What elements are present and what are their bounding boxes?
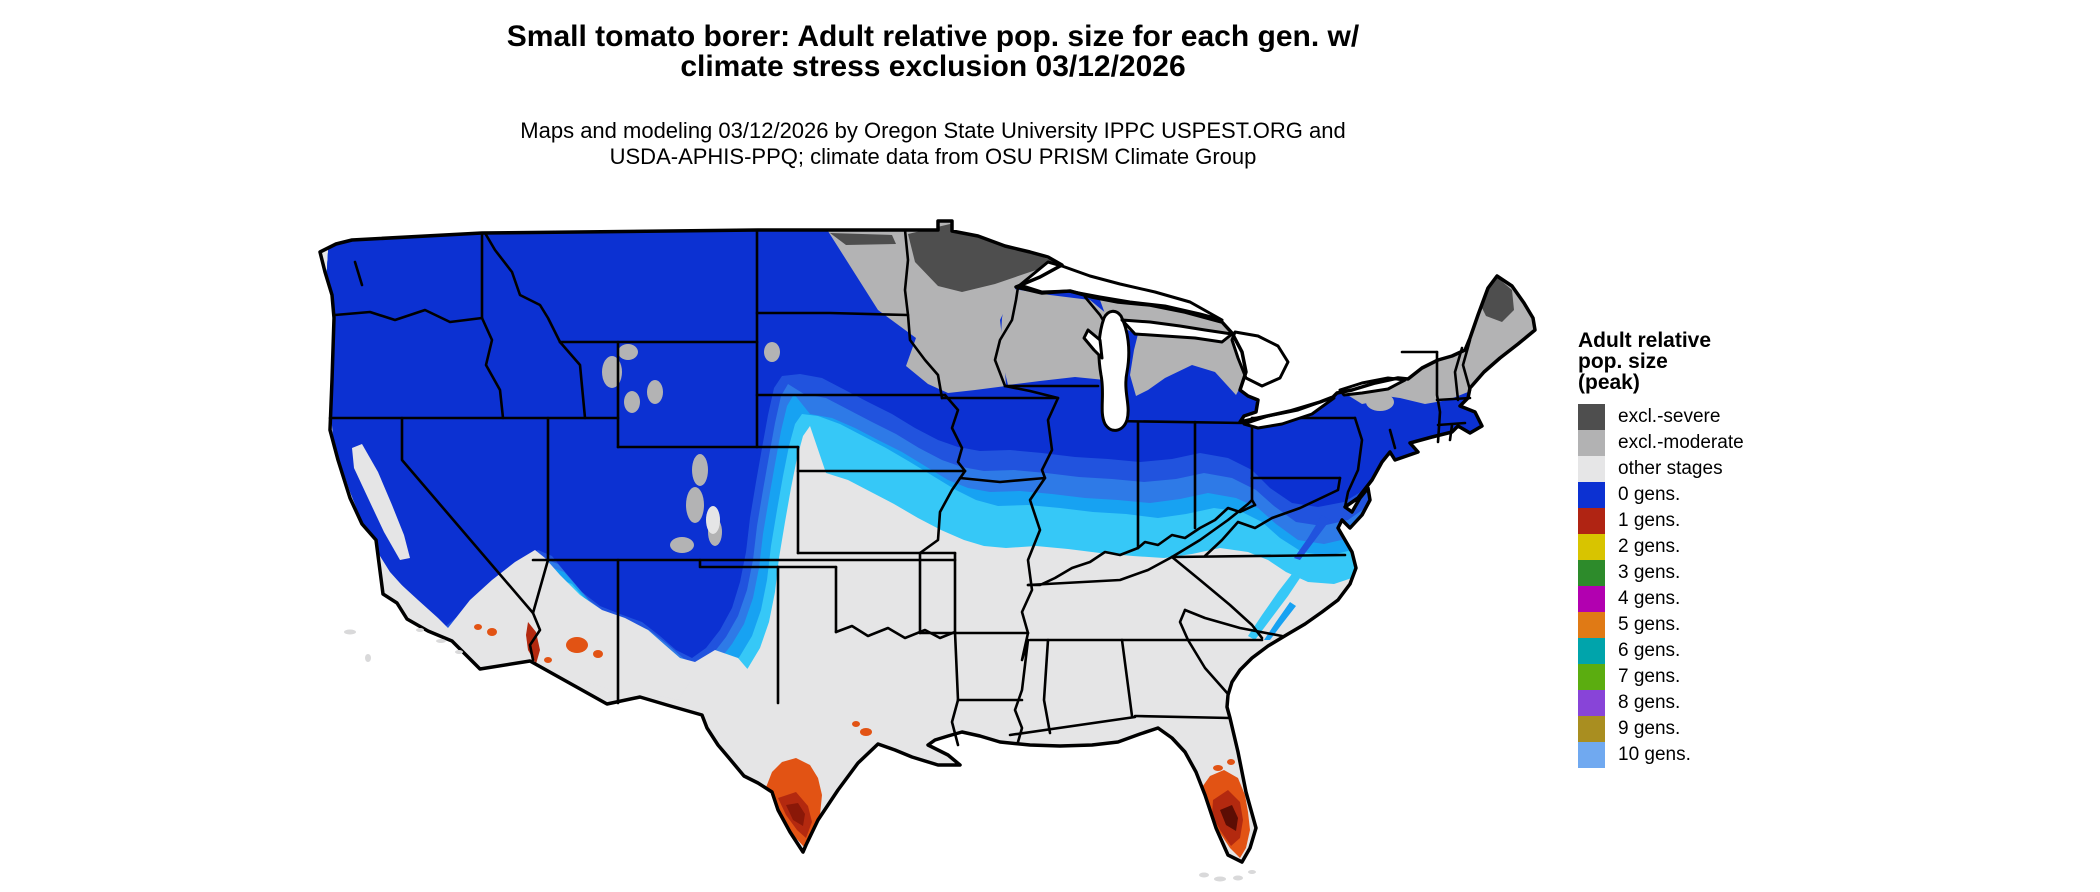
legend-label: other stages [1618,458,1723,479]
legend-row: 1 gens. [1578,508,1808,534]
legend-label: 4 gens. [1618,588,1681,609]
legend-label: 3 gens. [1618,562,1681,583]
legend-row: excl.-severe [1578,404,1808,430]
conus-outline [318,219,1537,864]
legend-label: 5 gens. [1618,614,1681,635]
legend-swatch [1578,508,1605,534]
legend-row: 10 gens. [1578,742,1808,768]
map-raster [320,221,1535,862]
legend-title: Adult relative pop. size (peak) [1578,330,1808,393]
legend-title-line3: (peak) [1578,371,1640,394]
legend-swatch [1578,560,1605,586]
legend-swatch [1578,430,1605,456]
legend-title-line1: Adult relative [1578,329,1712,352]
page-title-line2: climate stress exclusion 03/12/2026 [680,50,1186,83]
subtitle-line1: Maps and modeling 03/12/2026 by Oregon S… [520,118,1346,143]
legend-label: 7 gens. [1618,666,1681,687]
legend-label: excl.-severe [1618,406,1721,427]
legend-swatch [1578,612,1605,638]
legend-swatch [1578,534,1605,560]
legend-row: 7 gens. [1578,664,1808,690]
legend-swatch [1578,586,1605,612]
green-bay [1082,328,1104,360]
legend-swatch [1578,664,1605,690]
legend-swatch [1578,742,1605,768]
figure-titles: Small tomato borer: Adult relative pop. … [0,22,1866,170]
legend-row: 3 gens. [1578,560,1808,586]
legend-row: 2 gens. [1578,534,1808,560]
legend-row: 6 gens. [1578,638,1808,664]
legend-row: other stages [1578,456,1808,482]
legend-swatch [1578,690,1605,716]
legend-label: 8 gens. [1618,692,1681,713]
legend-swatch [1578,482,1605,508]
legend-row: 4 gens. [1578,586,1808,612]
legend-row: 8 gens. [1578,690,1808,716]
legend-row: 0 gens. [1578,482,1808,508]
legend-swatch [1578,456,1605,482]
page-title-line1: Small tomato borer: Adult relative pop. … [506,20,1360,53]
legend-label: 2 gens. [1618,536,1681,557]
legend: Adult relative pop. size (peak) excl.-se… [1578,330,1808,768]
lake-michigan [1097,309,1131,432]
legend-label: 1 gens. [1618,510,1681,531]
lake-michigan-strait [1120,318,1234,344]
subtitle-line2: USDA-APHIS-PPQ; climate data from OSU PR… [609,144,1257,169]
legend-items: excl.-severe excl.-moderate other stages 0 … [1578,404,1808,768]
legend-row: excl.-moderate [1578,430,1808,456]
legend-swatch [1578,404,1605,430]
legend-label: 9 gens. [1618,718,1681,739]
legend-swatch [1578,716,1605,742]
figure-subtitle: Maps and modeling 03/12/2026 by Oregon S… [0,118,1866,170]
legend-label: 0 gens. [1618,484,1681,505]
legend-swatch [1578,638,1605,664]
islands [344,628,1256,882]
legend-title-line2: pop. size [1578,350,1668,373]
legend-label: 10 gens. [1618,744,1691,765]
legend-row: 5 gens. [1578,612,1808,638]
lake-ontario [1338,376,1407,397]
legend-label: excl.-moderate [1618,432,1744,453]
legend-row: 9 gens. [1578,716,1808,742]
legend-label: 6 gens. [1618,640,1681,661]
